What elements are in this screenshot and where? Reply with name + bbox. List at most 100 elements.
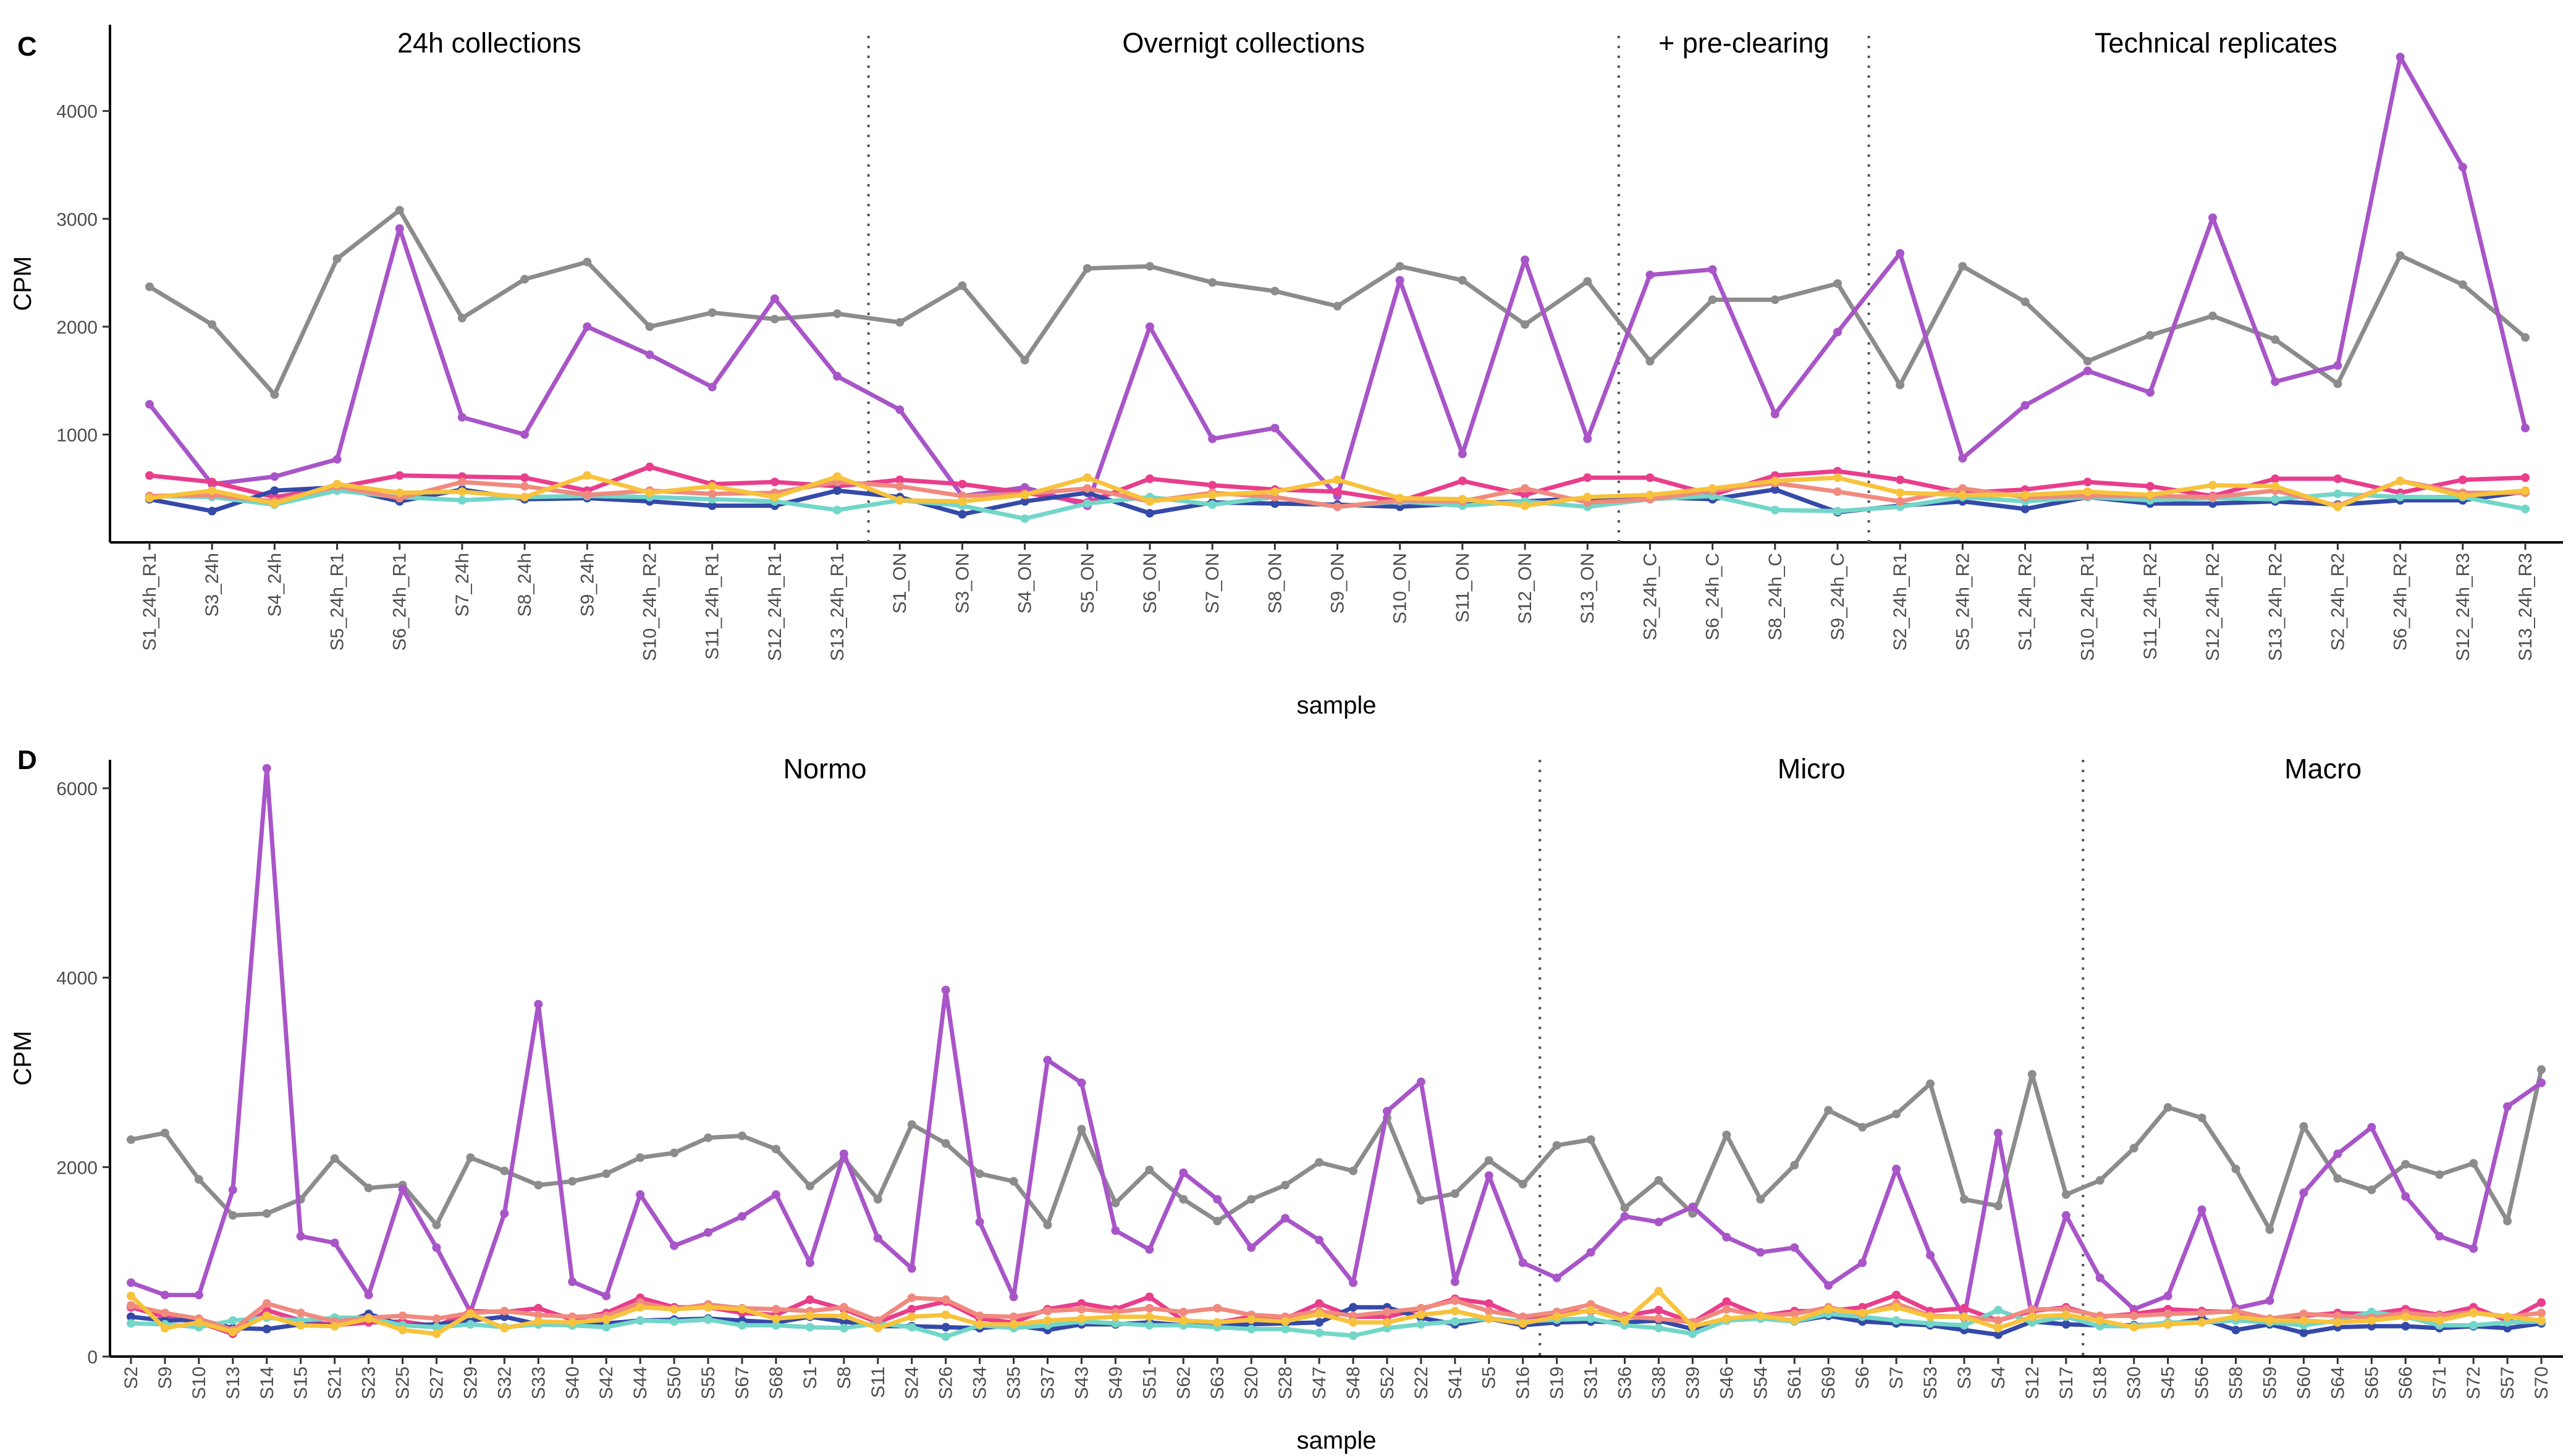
data-point-purple xyxy=(1858,1258,1867,1268)
data-point-yellow xyxy=(1179,1316,1188,1325)
data-point-yellow xyxy=(2333,502,2342,511)
data-point-purple xyxy=(1620,1212,1629,1221)
data-point-purple xyxy=(1484,1171,1493,1180)
data-point-grey xyxy=(1484,1156,1493,1165)
data-point-navy xyxy=(2401,1321,2410,1331)
data-point-yellow xyxy=(1395,494,1404,503)
x-tick-label: S62 xyxy=(1173,1366,1194,1399)
x-tick-label: S65 xyxy=(2362,1366,2382,1399)
data-point-grey xyxy=(1145,262,1154,271)
data-point-purple xyxy=(2020,401,2030,410)
data-point-salmon xyxy=(873,1316,882,1325)
data-point-yellow xyxy=(2265,1316,2274,1325)
x-tick-label: S1_24h_R1 xyxy=(140,553,160,650)
x-tick-label: S43 xyxy=(1071,1366,1092,1399)
data-point-teal xyxy=(228,1316,237,1325)
data-point-purple xyxy=(907,1264,916,1273)
data-point-yellow xyxy=(771,1314,780,1323)
data-point-pink xyxy=(895,475,905,484)
data-point-yellow xyxy=(262,1311,271,1321)
data-point-navy xyxy=(2061,1319,2071,1329)
data-point-purple xyxy=(1756,1248,1765,1257)
x-tick-label: S59 xyxy=(2260,1366,2280,1399)
x-tick-label: S10_ON xyxy=(1390,553,1411,624)
data-point-yellow xyxy=(1281,1317,1290,1326)
x-tick-label: S7_24h xyxy=(452,553,473,616)
data-point-pink xyxy=(2083,478,2092,487)
data-point-salmon xyxy=(941,1295,950,1304)
data-point-pink xyxy=(958,479,967,489)
data-point-teal xyxy=(1111,1319,1120,1328)
data-point-teal xyxy=(602,1323,611,1332)
x-tick-label: S40 xyxy=(562,1366,583,1399)
data-point-navy xyxy=(1020,497,1029,506)
data-point-grey xyxy=(500,1166,509,1176)
data-point-purple xyxy=(1009,1292,1018,1302)
data-point-pink xyxy=(907,1305,916,1314)
data-point-salmon xyxy=(1333,502,1342,511)
data-point-grey xyxy=(2265,1225,2274,1234)
data-point-yellow xyxy=(636,1303,645,1312)
data-point-purple xyxy=(1770,410,1779,419)
data-point-salmon xyxy=(1521,484,1530,493)
data-point-yellow xyxy=(1770,476,1779,486)
data-point-salmon xyxy=(2129,1311,2138,1321)
data-point-yellow xyxy=(1083,473,1092,482)
data-point-yellow xyxy=(432,1329,441,1339)
data-point-purple xyxy=(160,1290,169,1300)
data-point-grey xyxy=(1583,277,1592,286)
data-point-navy xyxy=(127,1312,135,1321)
data-point-salmon xyxy=(457,478,466,487)
data-point-salmon xyxy=(1083,484,1092,493)
data-point-grey xyxy=(895,318,905,327)
data-point-purple xyxy=(432,1243,441,1252)
data-point-navy xyxy=(1145,508,1154,518)
x-tick-label: S13_24h_R1 xyxy=(827,553,848,661)
data-point-teal xyxy=(670,1317,679,1326)
data-point-yellow xyxy=(602,1315,611,1324)
data-point-yellow xyxy=(1833,473,1842,482)
data-point-grey xyxy=(127,1135,135,1144)
data-point-grey xyxy=(466,1153,475,1162)
data-point-purple xyxy=(1586,1248,1595,1257)
data-point-purple xyxy=(771,1190,780,1199)
data-point-grey xyxy=(208,320,217,329)
data-point-teal xyxy=(2333,489,2342,499)
data-point-grey xyxy=(2095,1176,2105,1185)
data-point-navy xyxy=(1993,1330,2003,1339)
data-point-teal xyxy=(1315,1328,1324,1337)
data-point-purple xyxy=(1708,265,1717,274)
data-point-grey xyxy=(2145,330,2155,340)
data-point-yellow xyxy=(1416,1310,1425,1319)
group-label: Technical replicates xyxy=(2095,27,2337,59)
data-point-purple xyxy=(1043,1056,1052,1065)
x-tick-label: S35 xyxy=(1004,1366,1024,1399)
data-point-purple xyxy=(568,1277,577,1286)
data-point-yellow xyxy=(1790,1316,1799,1325)
data-point-yellow xyxy=(534,1317,543,1326)
data-point-yellow xyxy=(941,1310,950,1319)
x-tick-label: S7_ON xyxy=(1202,553,1223,613)
data-point-purple xyxy=(194,1290,203,1300)
data-point-grey xyxy=(1993,1201,2003,1211)
data-point-yellow xyxy=(1315,1310,1324,1318)
data-point-salmon xyxy=(500,1307,509,1316)
data-point-yellow xyxy=(1958,490,1967,500)
data-point-grey xyxy=(1009,1177,1018,1186)
data-point-purple xyxy=(228,1185,237,1195)
data-point-yellow xyxy=(583,471,592,480)
data-point-grey xyxy=(645,322,654,331)
x-tick-label: S10_24h_R2 xyxy=(640,553,660,661)
data-point-grey xyxy=(1892,1109,1901,1119)
data-point-yellow xyxy=(1586,1305,1595,1315)
data-point-grey xyxy=(1083,264,1092,273)
data-point-salmon xyxy=(1896,497,1905,506)
x-tick-label: S61 xyxy=(1784,1366,1805,1399)
data-point-yellow xyxy=(645,488,654,497)
data-point-yellow xyxy=(1020,490,1029,500)
x-tick-label: S12 xyxy=(2022,1366,2043,1399)
data-point-purple xyxy=(1458,449,1467,458)
data-point-purple xyxy=(1145,322,1154,331)
panel-label-c: C xyxy=(17,32,37,62)
data-point-yellow xyxy=(1896,488,1905,497)
